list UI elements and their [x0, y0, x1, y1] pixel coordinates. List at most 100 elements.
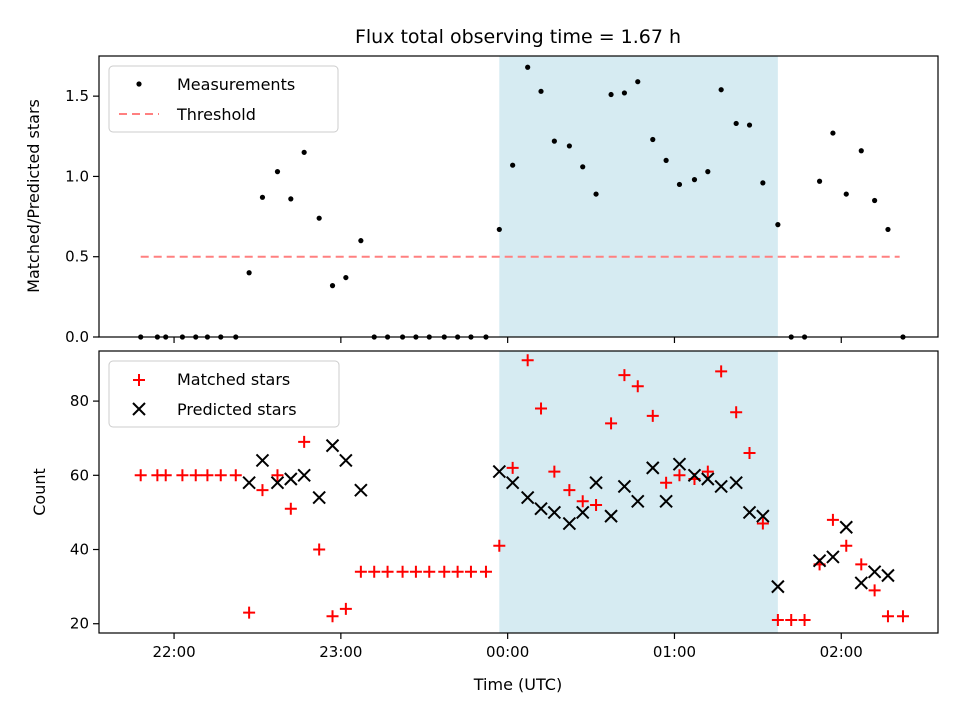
matched-star-point [298, 435, 311, 448]
count-observing-window [499, 351, 778, 633]
matched-star-point [855, 558, 868, 571]
predicted-star-point [534, 501, 548, 516]
matched-star-point [521, 354, 534, 367]
ratio-legend: Measurements Threshold [108, 65, 339, 133]
chart-title: Flux total observing time = 1.67 h [355, 26, 681, 48]
measurement-point [676, 181, 683, 188]
matched-star-point [730, 406, 743, 419]
measurement-point [329, 283, 336, 289]
measurement-point [746, 122, 753, 128]
predicted-star-point [687, 468, 702, 483]
x-tick-label: 01:00 [653, 643, 696, 661]
measurement-point [580, 164, 586, 170]
measurement-point [496, 226, 502, 233]
predicted-star-point [771, 579, 785, 594]
measurement-point [663, 157, 669, 163]
matched-star-point [256, 484, 269, 497]
measurement-point [691, 177, 698, 183]
matched-star-point [159, 469, 172, 482]
ratio-panel: 0.0 0.5 1.0 1.5 Matched/Predicted stars Mea… [24, 55, 939, 346]
matched-star-point [229, 469, 242, 482]
matched-star-point [189, 469, 202, 482]
predicted-star-point [520, 490, 535, 505]
predicted-star-point [354, 483, 368, 497]
matched-star-point [339, 602, 352, 615]
measurement-point [343, 274, 349, 281]
predicted-star-point [312, 490, 326, 505]
matched-star-point [798, 614, 811, 627]
matched-star-point [326, 610, 339, 623]
measurement-point [510, 162, 516, 168]
matched-star-point [715, 365, 728, 378]
x-tick-label: 02:00 [820, 643, 863, 661]
measurement-point [872, 197, 878, 204]
matched-star-point [896, 610, 909, 623]
matched-star-point [756, 517, 769, 530]
predicted-star-point [701, 472, 715, 486]
x-tick-label: 23:00 [319, 643, 362, 661]
matched-star-point [464, 565, 477, 578]
predicted-star-point [492, 464, 507, 479]
measurement-point [760, 180, 766, 186]
matched-legend-label: Matched stars [177, 370, 290, 389]
matched-star-point [438, 565, 451, 578]
predicted-star-point [270, 476, 285, 490]
matched-star-point [506, 461, 519, 474]
measurement-point [718, 87, 724, 93]
matched-star-point [618, 369, 631, 382]
matched-star-point [590, 498, 603, 511]
predicted-star-point [826, 550, 840, 564]
measurements-legend-label: Measurements [177, 75, 295, 94]
y-tick-label: 20 [70, 615, 89, 633]
matched-star-point [423, 565, 436, 578]
ratio-y-ticks: 0.0 0.5 1.0 1.5 [65, 87, 99, 346]
predicted-legend-marker [132, 402, 146, 416]
matched-star-point [271, 469, 284, 482]
y-tick-label: 1.0 [65, 167, 89, 185]
measurement-point [259, 194, 266, 200]
measurement-point [246, 270, 252, 276]
predicted-star-point [631, 494, 645, 508]
measurement-point [538, 88, 544, 94]
predicted-star-point [284, 472, 298, 486]
ratio-y-axis-label: Matched/Predicted stars [24, 99, 43, 293]
predicted-star-point [854, 576, 868, 590]
predicted-star-point [756, 509, 770, 523]
predicted-star-point [325, 438, 340, 453]
measurement-point [525, 64, 531, 70]
matched-star-point [243, 606, 256, 619]
ratio-panel-frame [98, 55, 939, 338]
measurement-point [316, 215, 322, 221]
matched-star-point [493, 539, 506, 552]
matched-star-point [631, 380, 644, 393]
measurement-point [288, 196, 294, 202]
predicted-star-point [839, 520, 853, 534]
predicted-star-point [576, 505, 590, 520]
predicted-star-point [505, 476, 520, 490]
matched-star-point [313, 543, 326, 556]
ratio-legend-box [108, 65, 339, 133]
matched-star-point [176, 469, 189, 482]
matched-star-point [134, 469, 147, 482]
count-marks [134, 354, 909, 627]
measurement-point [551, 138, 557, 144]
matched-star-point [381, 565, 394, 578]
predicted-star-point [339, 453, 353, 468]
predicted-star-point [812, 553, 827, 568]
measurement-point [816, 178, 823, 184]
count-panel: 20 40 60 80 22:00 23:00 00:00 01:00 02:00 Count… [30, 350, 939, 694]
predicted-star-point [742, 505, 757, 520]
predicted-star-point [547, 505, 562, 520]
matched-star-point [576, 495, 589, 508]
measurement-point [621, 90, 628, 96]
measurement-point [650, 136, 656, 143]
measurement-point [358, 238, 364, 244]
predicted-star-point [562, 516, 577, 531]
matched-star-point [605, 417, 618, 430]
matched-star-point [409, 565, 422, 578]
y-tick-label: 80 [70, 392, 89, 410]
predicted-star-point [242, 476, 256, 490]
measurement-point [775, 222, 781, 228]
matched-star-point [701, 465, 714, 478]
